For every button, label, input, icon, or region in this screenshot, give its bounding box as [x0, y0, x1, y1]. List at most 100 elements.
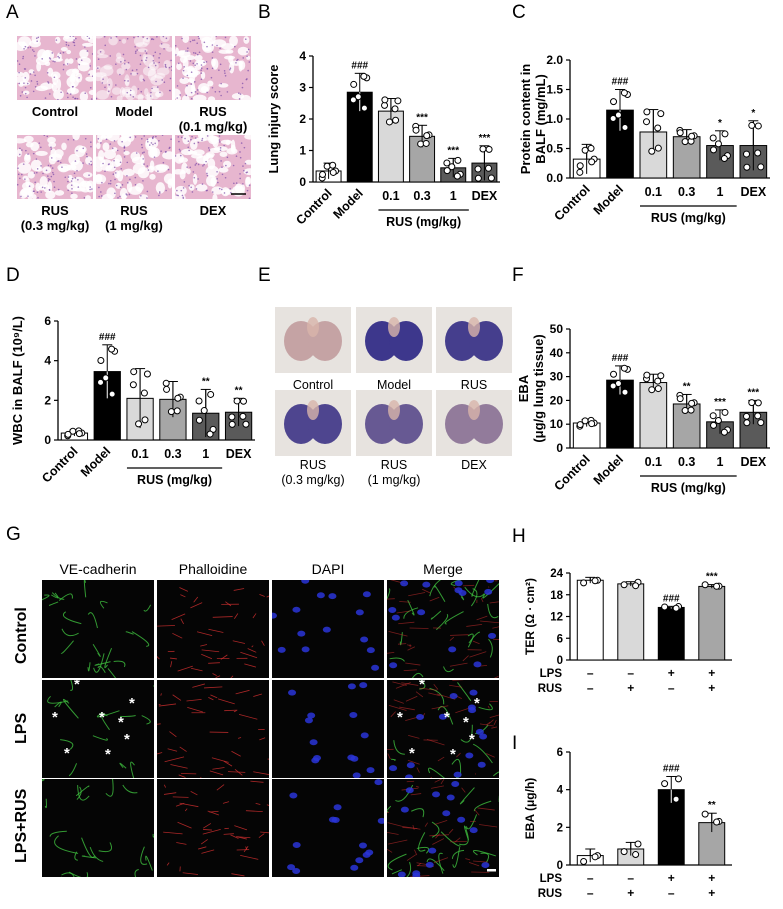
data-point — [672, 604, 680, 612]
y-tick-label: 0 — [557, 860, 563, 872]
histology-label: Model — [115, 104, 153, 119]
y-tick-label: 6 — [557, 747, 563, 759]
data-point — [657, 110, 665, 118]
condition-sign: + — [668, 666, 675, 680]
significance-label: ### — [663, 763, 680, 774]
y-tick-label: 2 — [299, 112, 306, 126]
x-tick-label: 0.3 — [164, 447, 181, 461]
data-point — [391, 105, 399, 113]
panel-letter-f: F — [512, 265, 524, 286]
condition-sign: – — [587, 681, 594, 695]
data-point — [207, 390, 215, 398]
data-point — [676, 129, 684, 137]
x-tick-label: Control — [551, 452, 592, 493]
y-tick-label: 4 — [44, 354, 51, 368]
data-point — [621, 124, 629, 132]
condition-sign: – — [587, 871, 594, 885]
data-point — [701, 810, 709, 818]
heart — [468, 317, 480, 337]
y-tick-label: 0.5 — [546, 142, 563, 156]
x-tick-label: 0.3 — [413, 189, 430, 203]
histology-image — [17, 36, 93, 100]
x-tick-label: 0.1 — [131, 447, 148, 461]
data-point — [141, 416, 149, 424]
chart-wbc-balf: 0 2 4 6 WBC in BALF (10⁹/L) Control ### Model 0.… — [10, 314, 255, 487]
data-point — [329, 161, 337, 169]
data-point — [576, 421, 584, 429]
data-point — [487, 174, 495, 182]
y-tick-label: 18 — [550, 590, 563, 602]
x-tick-label: DEX — [472, 189, 498, 203]
histology-label: RUS (1 mg/kg) — [105, 203, 163, 233]
data-point — [97, 357, 105, 365]
gap-star-marker: * — [118, 714, 124, 731]
data-point — [360, 104, 368, 112]
microscopy-row-label: Control — [13, 607, 30, 664]
significance-label: *** — [714, 397, 726, 408]
y-tick-label: 6 — [44, 314, 51, 328]
y-axis-label: EBA — [516, 374, 531, 402]
microscopy-image — [157, 680, 269, 778]
group-label: RUS (mg/kg) — [651, 211, 726, 225]
gap-star-marker: * — [74, 676, 80, 693]
data-point — [143, 370, 151, 378]
data-point — [474, 165, 482, 173]
gap-star-marker: * — [409, 745, 415, 762]
x-tick-label: Model — [78, 444, 113, 479]
significance-label: *** — [706, 572, 718, 583]
condition-sign: – — [627, 666, 634, 680]
microscopy-row-label: LPS+RUS — [13, 788, 30, 863]
microscopy-image — [42, 580, 154, 678]
data-point — [654, 144, 662, 152]
data-point — [385, 118, 393, 126]
data-point — [350, 80, 358, 88]
lung-photo-label: Control — [292, 378, 334, 392]
y-tick-label: 0 — [44, 433, 51, 447]
x-tick-label: DEX — [740, 185, 766, 199]
data-point — [591, 853, 599, 861]
condition-sign: – — [668, 886, 675, 900]
significance-label: ### — [612, 353, 629, 364]
data-point — [757, 419, 765, 427]
x-tick-label: Model — [591, 452, 626, 487]
bar — [617, 583, 645, 661]
data-point — [108, 345, 116, 353]
data-point — [648, 386, 656, 394]
condition-sign: + — [627, 886, 634, 900]
chart-lung-injury-score: 0 1 2 3 4 Lung injury score Control ### Model 0.1… — [266, 49, 500, 229]
data-point — [129, 381, 137, 389]
significance-label: * — [718, 118, 722, 129]
data-point — [754, 149, 762, 157]
y-tick-label: 24 — [550, 568, 563, 580]
microscopy-column-title: DAPI — [311, 561, 345, 577]
heart — [307, 400, 319, 420]
histology-image — [96, 36, 172, 100]
data-point — [743, 419, 751, 427]
condition-sign: + — [668, 871, 675, 885]
microscopy-image — [42, 779, 154, 877]
histology-label: DEX — [199, 203, 227, 218]
data-point — [643, 118, 651, 126]
gap-star-marker: * — [474, 695, 480, 712]
data-point — [688, 399, 696, 407]
y-axis-label: (μg/g lung tissue) — [531, 334, 546, 442]
gap-star-marker: * — [52, 709, 58, 726]
condition-sign: + — [708, 666, 715, 680]
microscopy-image — [272, 680, 384, 778]
condition-sign: – — [668, 681, 675, 695]
y-tick-label: 4 — [299, 49, 306, 63]
data-point — [609, 382, 617, 390]
data-point — [135, 420, 143, 428]
data-point — [174, 394, 182, 402]
data-point — [195, 416, 203, 424]
y-tick-label: 2 — [557, 822, 563, 834]
data-point — [754, 399, 762, 407]
y-tick-label: 0 — [299, 175, 306, 189]
bar — [576, 579, 604, 661]
significance-label: *** — [447, 145, 459, 156]
significance-label: ### — [612, 77, 629, 88]
data-point — [75, 430, 83, 438]
data-point — [721, 130, 729, 138]
data-point — [743, 150, 751, 158]
gap-star-marker: * — [124, 731, 130, 748]
